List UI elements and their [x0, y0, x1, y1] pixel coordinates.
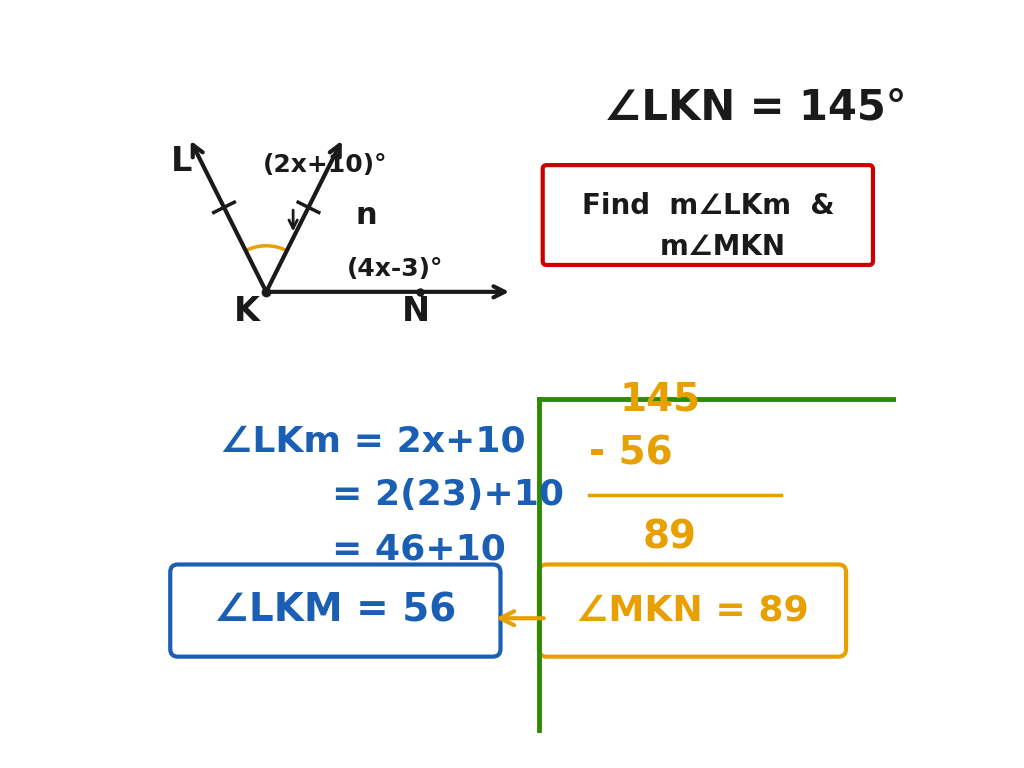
Text: L: L — [171, 145, 193, 177]
Text: = 2(23)+10: = 2(23)+10 — [332, 478, 563, 512]
FancyBboxPatch shape — [170, 564, 501, 657]
Text: 145: 145 — [620, 380, 700, 419]
Text: ∠MKN = 89: ∠MKN = 89 — [577, 594, 809, 627]
Text: = 46+10: = 46+10 — [332, 532, 506, 566]
Text: K: K — [234, 295, 260, 327]
Text: (2x+10)°: (2x+10)° — [262, 153, 387, 177]
Text: Find  m∠LKm  &: Find m∠LKm & — [582, 192, 835, 220]
Text: (4x-3)°: (4x-3)° — [347, 257, 443, 281]
Text: ∠LKm = 2x+10: ∠LKm = 2x+10 — [220, 425, 525, 458]
Text: N: N — [402, 295, 430, 327]
FancyBboxPatch shape — [543, 165, 872, 265]
Text: m∠MKN: m∠MKN — [660, 233, 786, 261]
Text: n: n — [355, 200, 377, 230]
Text: ∠LKM = 56: ∠LKM = 56 — [214, 591, 457, 630]
Text: - 56: - 56 — [589, 434, 673, 472]
Text: ∠LKN = 145°: ∠LKN = 145° — [604, 87, 906, 128]
FancyBboxPatch shape — [539, 564, 846, 657]
Text: 89: 89 — [643, 518, 696, 557]
